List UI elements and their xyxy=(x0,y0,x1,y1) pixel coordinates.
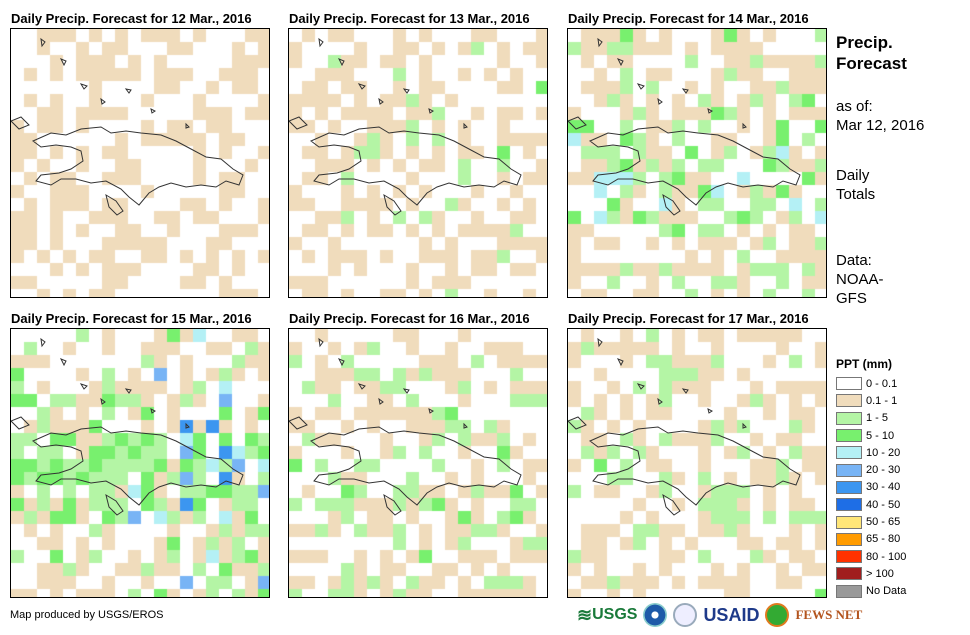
legend-item: 5 - 10 xyxy=(836,427,906,444)
data-source: Data: NOAA- GFS xyxy=(836,251,884,308)
legend-label: 0.1 - 1 xyxy=(866,394,898,407)
asof-label: as of: xyxy=(836,98,873,115)
legend-item: 10 - 20 xyxy=(836,444,906,461)
legend-item: 0 - 0.1 xyxy=(836,375,906,392)
panel-title: Daily Precip. Forecast for 16 Mar., 2016 xyxy=(289,311,530,326)
legend-item: 0.1 - 1 xyxy=(836,392,906,409)
legend-item: 30 - 40 xyxy=(836,479,906,496)
legend-item: No Data xyxy=(836,583,906,600)
heading-line1: Precip. xyxy=(836,33,893,52)
legend-swatch xyxy=(836,446,862,460)
fews-globe-icon xyxy=(765,603,790,627)
panel-title: Daily Precip. Forecast for 15 Mar., 2016 xyxy=(11,311,252,326)
daily-line2: Totals xyxy=(836,186,876,203)
panel-title: Daily Precip. Forecast for 13 Mar., 2016 xyxy=(289,11,530,26)
hispaniola-coastline xyxy=(568,37,801,216)
legend-label: 40 - 50 xyxy=(866,498,901,511)
legend-swatch xyxy=(836,394,862,408)
legend-label: 80 - 100 xyxy=(866,550,907,563)
panel-title: Daily Precip. Forecast for 17 Mar., 2016 xyxy=(568,311,809,326)
legend-swatch xyxy=(836,429,862,443)
legend-item: 40 - 50 xyxy=(836,496,906,513)
legend-label: 50 - 65 xyxy=(866,516,901,529)
legend-swatch xyxy=(836,480,862,494)
legend-label: 30 - 40 xyxy=(866,481,901,494)
legend-swatch xyxy=(836,377,862,391)
legend-swatch xyxy=(836,463,862,477)
side-heading: Precip. Forecast xyxy=(836,32,907,74)
legend-item: 50 - 65 xyxy=(836,513,906,530)
hispaniola-coastline xyxy=(289,37,522,216)
legend-item: 20 - 30 xyxy=(836,461,906,478)
legend-label: 0 - 0.1 xyxy=(866,377,898,390)
usaid-seal xyxy=(673,603,698,627)
panel-title: Daily Precip. Forecast for 14 Mar., 2016 xyxy=(568,11,809,26)
legend-label: > 100 xyxy=(866,567,894,580)
legend-label: 65 - 80 xyxy=(866,533,901,546)
forecast-map-panel xyxy=(567,328,827,598)
legend-label: 10 - 20 xyxy=(866,446,901,459)
data-line2: NOAA- xyxy=(836,271,884,288)
legend-swatch xyxy=(836,411,862,425)
legend-swatch xyxy=(836,498,862,512)
legend-label: 5 - 10 xyxy=(866,429,895,442)
legend-swatch xyxy=(836,584,862,598)
legend-label: 20 - 30 xyxy=(866,464,901,477)
forecast-map-panel xyxy=(567,28,827,298)
noaa-logo xyxy=(643,603,668,627)
usgs-text: USGS xyxy=(592,606,638,623)
legend-item: > 100 xyxy=(836,565,906,582)
credit-text: Map produced by USGS/EROS xyxy=(10,609,164,621)
legend-swatch xyxy=(836,532,862,546)
data-line1: Data: xyxy=(836,252,872,269)
forecast-map-panel xyxy=(288,328,548,598)
legend-title: PPT (mm) xyxy=(836,357,893,371)
legend-item: 80 - 100 xyxy=(836,548,906,565)
legend-item: 65 - 80 xyxy=(836,531,906,548)
logos: ≋ USGS USAID FEWS NET xyxy=(577,603,862,627)
legend-label: No Data xyxy=(866,585,907,598)
legend-swatch xyxy=(836,550,862,564)
hispaniola-coastline xyxy=(568,337,801,516)
daily-totals: Daily Totals xyxy=(836,166,875,204)
legend-label: 1 - 5 xyxy=(866,412,889,425)
legend: PPT (mm) 0 - 0.1 0.1 - 1 1 - 5 5 - 10 10 - 2… xyxy=(836,357,906,600)
daily-line1: Daily xyxy=(836,167,870,184)
as-of: as of: Mar 12, 2016 xyxy=(836,97,924,135)
forecast-map-panel xyxy=(10,328,270,598)
forecast-map-panel xyxy=(288,28,548,298)
usgs-logo: ≋ USGS xyxy=(577,604,638,625)
usaid-logo: USAID xyxy=(703,604,760,625)
data-line3: GFS xyxy=(836,290,867,307)
fews-logo: FEWS NET xyxy=(795,607,863,622)
hispaniola-coastline xyxy=(11,337,244,516)
heading-line2: Forecast xyxy=(836,54,907,73)
forecast-map-panel xyxy=(10,28,270,298)
legend-swatch xyxy=(836,515,862,529)
panel-title: Daily Precip. Forecast for 12 Mar., 2016 xyxy=(11,11,252,26)
hispaniola-coastline xyxy=(289,337,522,516)
legend-item: 1 - 5 xyxy=(836,410,906,427)
hispaniola-coastline xyxy=(11,37,244,216)
legend-swatch xyxy=(836,567,862,581)
asof-date: Mar 12, 2016 xyxy=(836,117,925,134)
